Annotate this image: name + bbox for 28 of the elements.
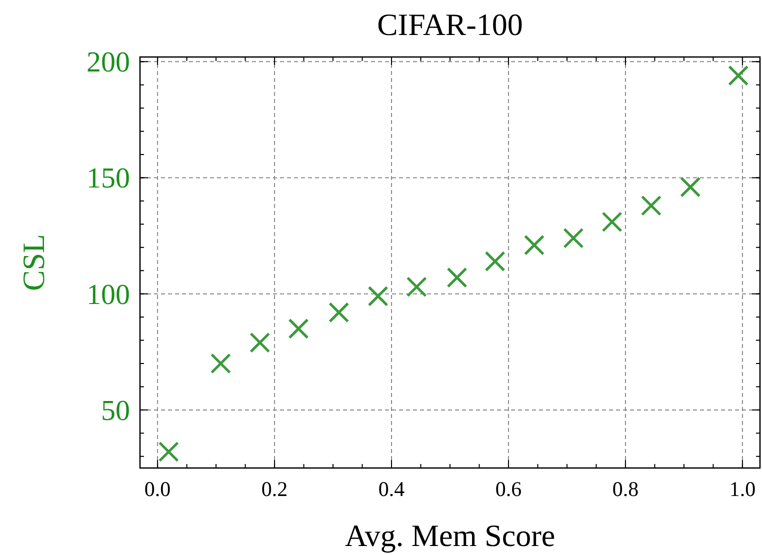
y-tick-label: 150 — [86, 162, 130, 195]
y-tick-label: 200 — [86, 46, 130, 79]
x-tick-label: 0.8 — [612, 477, 639, 501]
x-tick-label: 0.0 — [144, 477, 171, 501]
point — [210, 353, 232, 374]
y-axis-title: CSL — [16, 234, 51, 291]
point — [602, 212, 622, 232]
point — [446, 267, 468, 288]
point — [288, 318, 309, 339]
point — [524, 234, 545, 256]
y-tick-label: 50 — [101, 394, 130, 427]
x-tick-label: 0.2 — [261, 477, 288, 501]
point — [406, 276, 427, 298]
point — [158, 441, 179, 462]
point — [640, 195, 662, 216]
point — [728, 65, 749, 86]
x-tick-label: 0.6 — [495, 477, 522, 501]
y-tick-label: 100 — [86, 278, 130, 311]
point — [484, 251, 506, 272]
chart-title: CIFAR-100 — [377, 7, 523, 42]
x-tick-label: 1.0 — [729, 477, 756, 501]
point — [680, 176, 701, 198]
x-axis-title: Avg. Mem Score — [344, 518, 556, 553]
point — [563, 228, 584, 248]
x-tick-label: 0.4 — [378, 477, 406, 501]
point — [368, 286, 388, 306]
point — [250, 332, 270, 353]
point — [328, 302, 350, 323]
